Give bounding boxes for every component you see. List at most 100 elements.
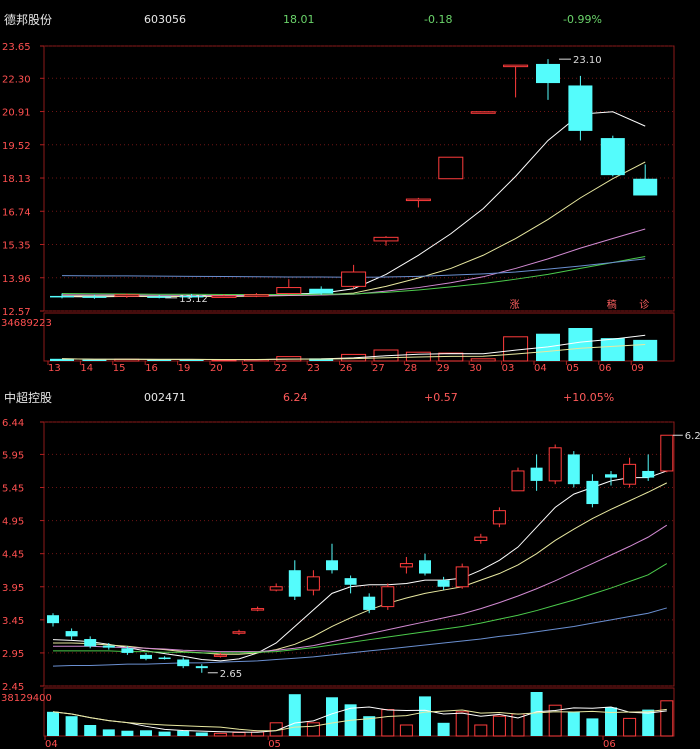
volume-bar [642, 709, 655, 736]
candle-body [548, 447, 562, 482]
volume-bar [195, 732, 208, 736]
candle-body [211, 295, 237, 298]
kline-chart-2[interactable]: 6.44 5.95 5.45 4.95 4.45 3.95 3.45 2.95 2.453812… [0, 416, 700, 749]
candle-body [195, 666, 208, 669]
stock-name-1[interactable]: 德邦股份 [4, 13, 53, 27]
y-axis-label: 4.95 [2, 517, 24, 528]
volume-bar [121, 730, 134, 736]
volume-bar [455, 711, 469, 737]
y-axis-label: 2.45 [2, 682, 24, 693]
volume-bar [179, 359, 204, 361]
y-axis-label: 15.35 [2, 241, 31, 252]
y-axis-label: 12.57 [2, 307, 31, 318]
candle-body [102, 645, 115, 648]
stock-name-2[interactable]: 中超控股 [4, 391, 53, 405]
candle-body [373, 236, 399, 242]
candle-body [251, 608, 265, 611]
candle-body [306, 576, 320, 591]
moving-average-line [53, 524, 668, 653]
volume-bar [306, 722, 320, 737]
stock-change-1: -0.18 [424, 13, 453, 26]
stock-pct-1: -0.99% [563, 13, 602, 26]
y-axis-label: 16.74 [2, 207, 31, 218]
stock-price-1: 18.01 [283, 13, 315, 26]
candle-body [47, 615, 59, 624]
volume-bar [548, 704, 562, 737]
volume-average-line [61, 344, 646, 361]
volume-bar [586, 718, 599, 736]
stock-header-2: 中超控股 002471 6.24 +0.57 +10.05% [0, 386, 700, 408]
x-axis-label: 26 [340, 363, 353, 374]
candle-body [309, 288, 334, 294]
candle-body [660, 434, 674, 472]
candle-body [492, 510, 506, 525]
kline-chart-1[interactable]: 23.65 22.30 20.91 19.52 18.13 16.74 15.35 13.96… [0, 38, 700, 388]
candle-body [438, 156, 464, 180]
candle-body [177, 659, 190, 667]
low-price-label: 2.65 [220, 669, 242, 680]
x-axis-label: 09 [631, 363, 644, 374]
y-axis-label: 22.30 [2, 74, 31, 85]
candle-body [511, 470, 525, 492]
volume-bar [399, 724, 413, 737]
candle-body [114, 294, 140, 297]
y-axis-label: 13.96 [2, 274, 31, 285]
stock-code-1: 603056 [144, 13, 186, 26]
candle-body [642, 470, 655, 478]
y-axis-label: 18.13 [2, 174, 31, 185]
x-axis-label: 06 [603, 739, 616, 749]
volume-bar [623, 717, 637, 737]
candle-body [437, 580, 450, 587]
volume-bar [102, 729, 115, 736]
candle-body [65, 631, 78, 637]
volume-panel-frame [43, 687, 675, 737]
volume-average-line [52, 706, 667, 733]
candle-body [470, 111, 496, 114]
low-price-label: 13.12 [179, 294, 208, 305]
y-axis-label: 4.45 [2, 550, 24, 561]
x-axis-label: 20 [210, 363, 223, 374]
x-axis-label: 22 [275, 363, 288, 374]
candle-body [344, 578, 357, 585]
y-axis-label: 6.44 [2, 418, 24, 429]
x-axis-label: 06 [599, 363, 612, 374]
candle-body [503, 64, 529, 68]
volume-bar [530, 692, 543, 736]
volume-bar [50, 358, 74, 361]
x-axis-label: 03 [502, 363, 515, 374]
x-axis-label: 29 [437, 363, 450, 374]
x-axis-label: 15 [113, 363, 126, 374]
volume-bar [213, 732, 227, 737]
volume-bar [660, 700, 674, 737]
candle-body [623, 463, 637, 485]
candle-body [399, 563, 413, 568]
volume-bar [492, 715, 506, 737]
candle-body [84, 639, 97, 647]
moving-average-line [53, 563, 668, 654]
candle-body [276, 287, 302, 295]
volume-bar [140, 730, 152, 736]
candle-body [213, 654, 227, 657]
moving-average-line [52, 607, 667, 667]
stock-pct-2: +10.05% [563, 391, 615, 404]
volume-bar [633, 339, 658, 361]
y-axis-label: 5.95 [2, 450, 24, 461]
volume-bar [474, 724, 488, 737]
x-axis-label: 28 [404, 363, 417, 374]
x-axis-label: 14 [80, 363, 93, 374]
candle-body [326, 560, 338, 571]
volume-max-label: 34689223 [1, 318, 52, 329]
signal-tag: 稿 [607, 298, 617, 311]
signal-tag: 诊 [639, 298, 649, 311]
volume-bar [600, 338, 625, 361]
moving-average-line [53, 482, 668, 655]
candle-body [50, 295, 74, 298]
candle-body [243, 294, 269, 297]
volume-bar [419, 696, 431, 736]
volume-bar [65, 716, 78, 736]
candle-body [232, 631, 246, 634]
moving-average-line [61, 255, 646, 295]
y-axis-label: 3.45 [2, 616, 24, 627]
candle-body [82, 296, 107, 298]
stock-code-2: 002471 [144, 391, 186, 404]
